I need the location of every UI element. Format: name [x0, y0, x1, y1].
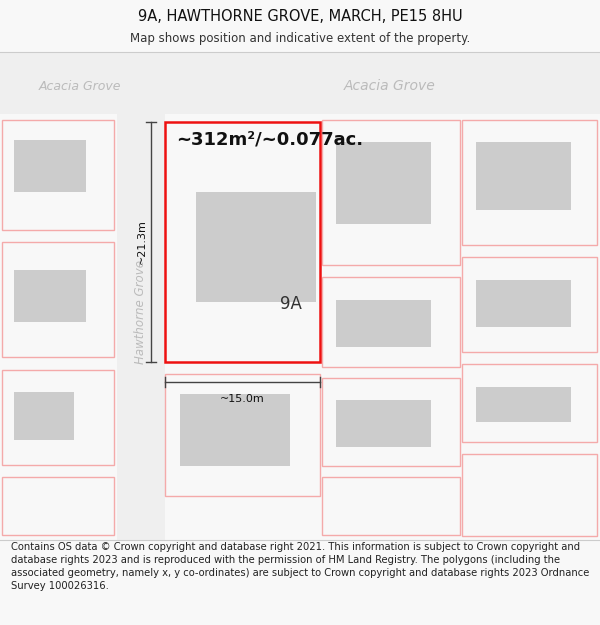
Text: 9A, HAWTHORNE GROVE, MARCH, PE15 8HU: 9A, HAWTHORNE GROVE, MARCH, PE15 8HU: [137, 9, 463, 24]
Bar: [336, 400, 431, 447]
Bar: [14, 140, 86, 192]
Text: Hawthorne Grove: Hawthorne Grove: [134, 260, 148, 364]
Text: Contains OS data © Crown copyright and database right 2021. This information is : Contains OS data © Crown copyright and d…: [11, 542, 589, 591]
Bar: [180, 394, 290, 466]
Bar: [462, 364, 597, 442]
Bar: [462, 454, 597, 536]
Bar: [322, 277, 460, 367]
Text: Acacia Grove: Acacia Grove: [344, 79, 436, 93]
Bar: [336, 300, 431, 347]
Bar: [476, 142, 571, 210]
Bar: [14, 392, 74, 440]
Bar: [322, 120, 460, 265]
Bar: [476, 387, 571, 422]
Text: Acacia Grove: Acacia Grove: [39, 79, 121, 92]
Text: ~15.0m: ~15.0m: [220, 394, 265, 404]
Bar: [165, 374, 320, 496]
Bar: [322, 378, 460, 466]
Bar: [2, 120, 114, 230]
Bar: [14, 270, 86, 322]
Bar: [2, 242, 114, 357]
Text: ~21.3m: ~21.3m: [137, 219, 147, 264]
Bar: [2, 370, 114, 465]
Bar: [165, 122, 320, 362]
Bar: [476, 280, 571, 327]
Text: 9A: 9A: [280, 295, 302, 313]
Bar: [196, 192, 316, 302]
Bar: [462, 120, 597, 245]
Bar: [0, 52, 600, 114]
Bar: [336, 142, 431, 224]
Bar: [322, 477, 460, 535]
Text: ~312m²/~0.077ac.: ~312m²/~0.077ac.: [176, 130, 363, 148]
Bar: [117, 52, 165, 540]
Text: Map shows position and indicative extent of the property.: Map shows position and indicative extent…: [130, 32, 470, 45]
Bar: [462, 257, 597, 352]
Bar: [2, 477, 114, 535]
